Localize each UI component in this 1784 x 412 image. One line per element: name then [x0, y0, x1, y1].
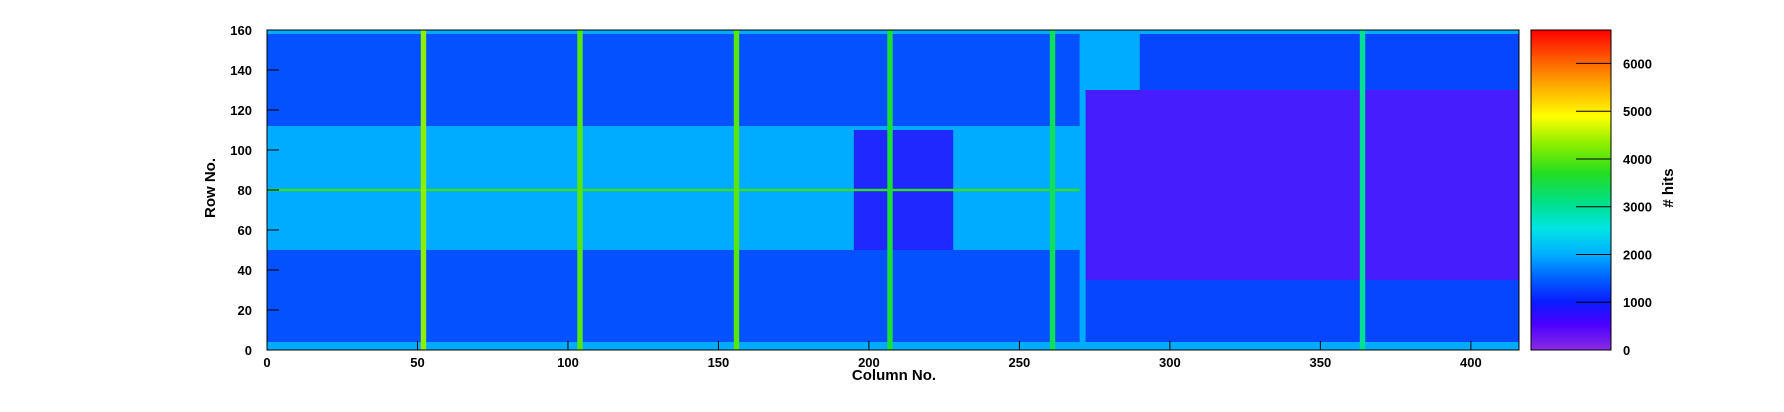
heatmap-hot-column	[420, 30, 427, 350]
heatmap-plot-area	[266, 29, 1520, 351]
x-tick-label: 400	[1460, 355, 1482, 370]
y-tick-label: 140	[230, 63, 252, 78]
heatmap-hot-column	[577, 30, 583, 350]
x-tick-label: 200	[858, 355, 880, 370]
heatmap-region-right-top-strip	[1139, 34, 1519, 90]
colorbar-tick-label: 2000	[1623, 247, 1652, 262]
heatmap-region-right-bottom-strip	[1085, 280, 1519, 342]
y-tick-label: 120	[230, 103, 252, 118]
y-tick-label: 60	[238, 223, 252, 238]
x-tick-label: 250	[1009, 355, 1031, 370]
colorbar-gradient	[1531, 30, 1611, 350]
colorbar-frame	[1530, 29, 1612, 351]
color-scale-bar: 0 1000 2000 3000 4000 5000 6000	[1530, 29, 1652, 358]
y-tick-label: 100	[230, 143, 252, 158]
colorbar-tick-label: 6000	[1623, 56, 1652, 71]
colorbar-title: # hits	[1660, 168, 1677, 207]
heatmap-region-matrix-block	[1085, 90, 1519, 280]
heatmap-hot-row	[267, 188, 1080, 192]
y-tick-label: 160	[230, 23, 252, 38]
x-tick-label: 0	[263, 355, 270, 370]
y-axis-title: Row No.	[202, 158, 219, 218]
x-tick-label: 50	[410, 355, 424, 370]
heatmap-hot-column	[887, 30, 893, 350]
y-tick-label: 20	[238, 303, 252, 318]
heatmap-region-bottom-columns	[267, 250, 1080, 342]
y-tick-label: 40	[238, 263, 252, 278]
colorbar-tick-label: 0	[1623, 343, 1630, 358]
y-axis: 0 20 40 60 80 100 120 140 160	[230, 23, 279, 358]
colorbar-tick-label: 4000	[1623, 152, 1652, 167]
heatmap-region-top-columns	[267, 34, 1080, 126]
y-tick-label: 80	[238, 183, 252, 198]
x-tick-label: 300	[1159, 355, 1181, 370]
x-axis-title: Column No.	[852, 367, 936, 384]
x-tick-label: 100	[557, 355, 579, 370]
heatmap-hot-column	[1359, 30, 1366, 350]
x-tick-label: 350	[1310, 355, 1332, 370]
colorbar-tick-label: 5000	[1623, 104, 1652, 119]
heatmap-hot-column	[1049, 30, 1056, 350]
y-tick-label: 0	[245, 343, 252, 358]
colorbar-tick-label: 3000	[1623, 200, 1652, 215]
x-tick-label: 150	[708, 355, 730, 370]
x-axis: 0 50 100 150 200 250 300 350 400	[263, 341, 1482, 370]
heatmap-hot-column	[733, 30, 740, 350]
colorbar-tick-label: 1000	[1623, 295, 1652, 310]
